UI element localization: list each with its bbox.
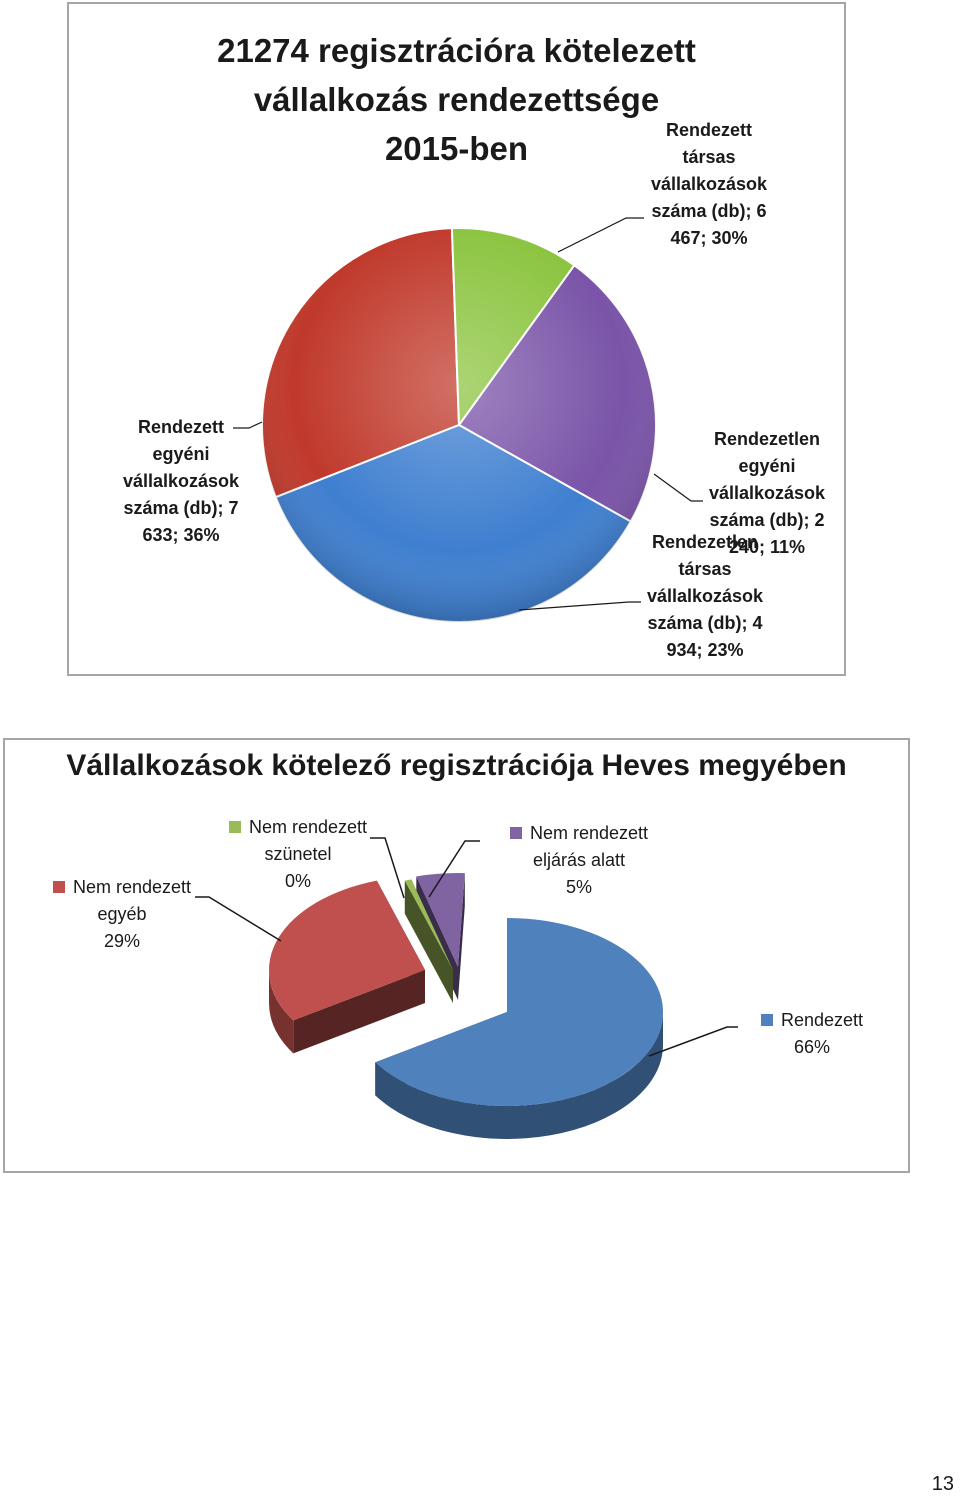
page-number: 13: [931, 1473, 954, 1495]
pie-chart-registration-2015: 21274 regisztrációra kötelezett vállalko…: [67, 2, 846, 676]
data-label-rendezett-egyeni: Rendezett egyéni vállalkozások száma (db); …: [122, 417, 240, 545]
legend-swatch: [760, 1014, 773, 1026]
chart-title-line: 2015-ben: [384, 130, 529, 167]
leader-line: [518, 601, 641, 611]
data-label-rendezett-tarsas: Rendezett társas vállalkozások száma (db); …: [650, 120, 768, 248]
pie-slice-wall-nem-rendezett-egyeb: [293, 970, 425, 1054]
legend-swatch: [509, 827, 522, 839]
leader-line: [648, 1026, 738, 1057]
leader-line: [428, 840, 480, 898]
pie-slice-rim-nem-rendezett-egyeb: [269, 970, 294, 1054]
leader-line: [653, 473, 703, 502]
pie-chart-heves-registration: Vállalkozások kötelező regisztrációja He…: [3, 738, 910, 1173]
data-label-nem-rendezett-eljaras-alatt: Nem rendezett eljárás alatt 5%: [476, 820, 682, 901]
pie-slice-nem-rendezett-egyeb: [269, 880, 425, 1021]
chart-title-line: vállalkozás rendezettsége: [253, 81, 660, 118]
leader-line: [370, 837, 405, 899]
chart-title: Vállalkozások kötelező regisztrációja He…: [66, 749, 847, 782]
leader-line: [233, 421, 263, 429]
chart-title-line: 21274 regisztrációra kötelezett: [217, 32, 696, 69]
legend-swatch: [228, 821, 241, 833]
pie-slice-nem-rendezett-szunetel: [404, 879, 453, 970]
data-label-rendezetlen-egyeni: Rendezetlen egyéni vállalkozások száma (db)…: [708, 429, 826, 557]
pie-plot-3d: [195, 837, 738, 1139]
data-label-rendezett: Rendezett 66%: [727, 1007, 897, 1061]
data-label-nem-rendezett-egyeb: Nem rendezett egyéb 29%: [19, 874, 225, 955]
data-label-rendezetlen-tarsas: Rendezetlen társas vállalkozások száma (db)…: [646, 532, 764, 660]
leader-line: [195, 896, 282, 942]
pie-slice-rendezett: [375, 918, 664, 1106]
data-label-nem-rendezett-szunetel: Nem rendezett szünetel 0%: [195, 814, 401, 895]
pie-slice-wall-nem-rendezett-eljaras-alatt: [458, 873, 465, 1000]
legend-swatch: [52, 881, 65, 893]
pie-slice-rim-rendezett: [375, 1012, 663, 1139]
chart-title: 21274 regisztrációra kötelezett vállalko…: [69, 26, 844, 173]
leader-line: [557, 217, 644, 253]
